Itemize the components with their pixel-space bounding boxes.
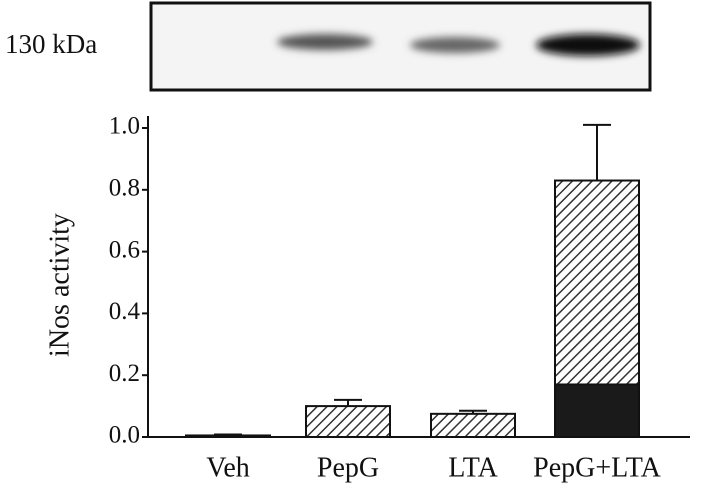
y-tick-label: 0.8 (109, 175, 140, 202)
bar-segment (554, 179, 640, 386)
blot-band (277, 34, 373, 50)
x-tick-label: PepG+LTA (533, 452, 661, 483)
x-tick-label: LTA (448, 452, 498, 483)
blot-band (410, 37, 500, 53)
y-tick-label: 0.6 (109, 236, 140, 263)
blot-label: 130 kDa (5, 29, 97, 59)
x-tick-label: Veh (206, 452, 250, 483)
bar-segment (185, 434, 271, 438)
x-tick-label: PepG (317, 452, 379, 483)
blot-band (536, 34, 640, 56)
bar-segment (305, 405, 391, 439)
y-tick-label: 0.4 (109, 298, 141, 325)
y-axis-label: iNos activity (44, 213, 75, 357)
y-tick-label: 0.0 (109, 422, 140, 449)
y-tick-label: 0.2 (109, 360, 140, 387)
bar-segment (554, 383, 640, 438)
bar-segment (430, 412, 516, 439)
y-tick-label: 1.0 (109, 113, 140, 140)
western-blot (149, 1, 652, 92)
